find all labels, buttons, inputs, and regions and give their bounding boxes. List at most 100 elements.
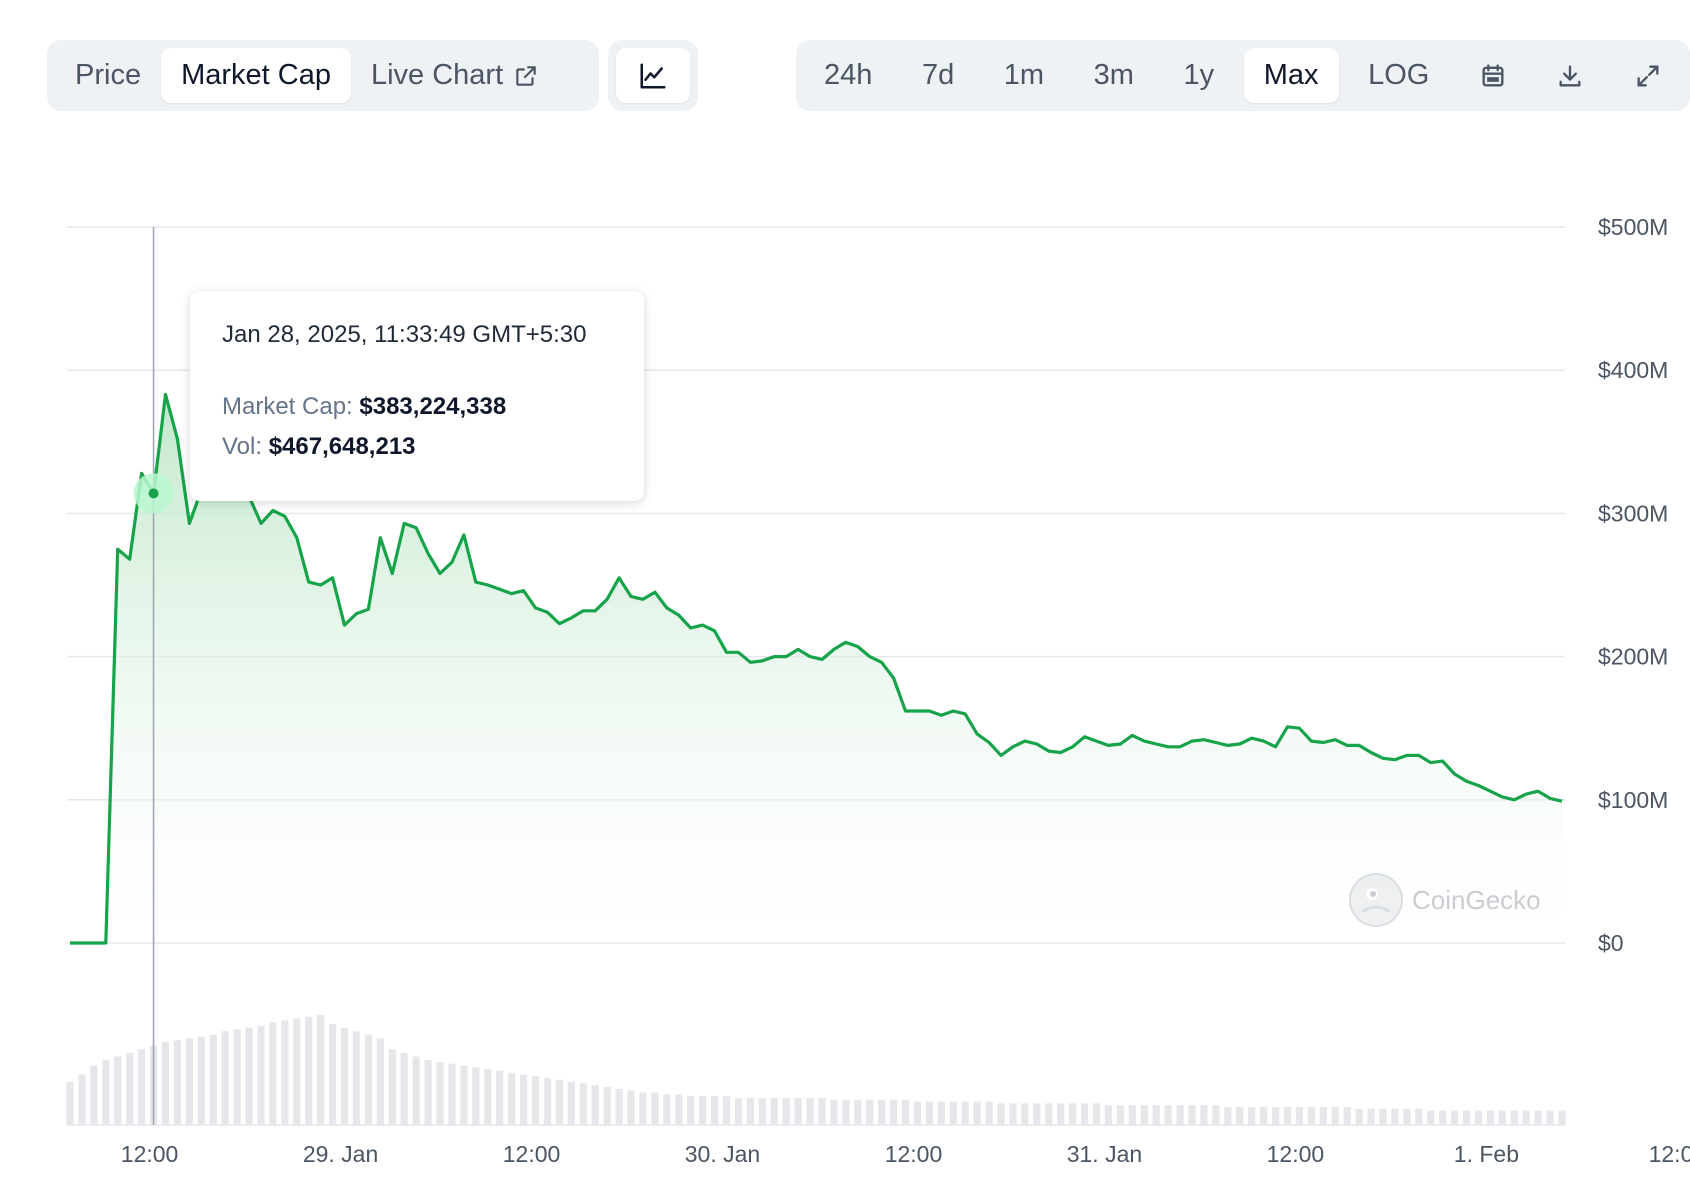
tab-price[interactable]: Price — [55, 48, 161, 103]
volume-bar — [257, 1025, 265, 1125]
volume-bar — [1176, 1105, 1184, 1125]
tab-live-chart[interactable]: Live Chart — [351, 48, 559, 103]
range-max[interactable]: Max — [1243, 48, 1339, 103]
volume-bar — [830, 1099, 838, 1125]
area-fill — [70, 392, 1563, 945]
volume-bar — [173, 1040, 181, 1125]
range-24h[interactable]: 24h — [804, 48, 892, 103]
volume-bar — [925, 1101, 933, 1125]
volume-bar — [305, 1016, 313, 1125]
volume-bar — [460, 1065, 468, 1125]
volume-bar — [1534, 1110, 1542, 1125]
volume-bar — [913, 1101, 922, 1125]
volume-bar — [806, 1098, 814, 1125]
volume-bar — [997, 1103, 1005, 1125]
volume-bar — [90, 1065, 98, 1125]
volume-bar — [1128, 1105, 1136, 1125]
range-7d-label: 7d — [921, 59, 955, 91]
x-tick-label: 29. Jan — [303, 1141, 378, 1167]
volume-bar — [985, 1101, 993, 1125]
tab-market-cap-label: Market Cap — [181, 59, 331, 91]
volume-bar — [400, 1052, 408, 1125]
volume-bar — [1069, 1103, 1077, 1125]
x-tick-label: 12:00 — [885, 1141, 943, 1167]
volume-bar — [1462, 1110, 1471, 1125]
volume-bar — [746, 1098, 754, 1125]
volume-bar — [484, 1069, 492, 1125]
log-scale-toggle[interactable]: LOG — [1348, 48, 1449, 103]
volume-bar — [78, 1074, 86, 1125]
volume-bar — [711, 1096, 719, 1125]
volume-bar — [866, 1099, 874, 1125]
watermark-text: CoinGecko — [1412, 884, 1541, 915]
y-tick-label: $0 — [1598, 930, 1624, 956]
y-tick-label: $200M — [1598, 644, 1668, 670]
range-1m[interactable]: 1m — [984, 48, 1064, 103]
volume-bar — [340, 1027, 349, 1125]
x-tick-label: 12:00 — [1649, 1141, 1690, 1167]
volume-bar — [376, 1038, 384, 1125]
y-axis-labels: $0 $100M $200M $300M $400M $500M — [1598, 214, 1668, 956]
download-button[interactable] — [1536, 48, 1604, 103]
tooltip-volume-value: $467,648,213 — [268, 433, 416, 460]
hover-marker-point — [148, 488, 159, 499]
volume-bar — [1546, 1110, 1554, 1125]
volume-bar — [1116, 1105, 1124, 1125]
volume-bar — [138, 1049, 146, 1125]
tooltip-volume-label: Vol: — [222, 433, 263, 460]
volume-bar — [1081, 1103, 1089, 1125]
x-tick-label: 31. Jan — [1067, 1141, 1142, 1167]
volume-bar — [1140, 1105, 1148, 1125]
range-3m[interactable]: 3m — [1074, 48, 1154, 103]
volume-bar — [233, 1029, 241, 1125]
volume-bar — [1355, 1108, 1363, 1125]
volume-bar — [842, 1099, 850, 1125]
tooltip-market-cap-row: Market Cap: $383,224,338 — [222, 393, 612, 421]
volume-bar — [901, 1099, 910, 1125]
volume-bar — [1439, 1110, 1447, 1125]
volume-bar — [1188, 1105, 1196, 1125]
tooltip-date: Jan 28, 2025, 11:33:49 GMT+5:30 — [222, 321, 587, 348]
volume-bar — [364, 1034, 372, 1125]
volume-bar — [603, 1087, 611, 1125]
volume-bar — [615, 1088, 623, 1125]
volume-bar — [1403, 1108, 1411, 1125]
volume-bar — [1331, 1107, 1339, 1125]
volume-bar — [1451, 1110, 1459, 1125]
volume-bar — [1379, 1108, 1387, 1125]
volume-bar — [1009, 1103, 1017, 1125]
range-1y[interactable]: 1y — [1164, 48, 1235, 103]
x-tick-label: 12:00 — [1267, 1141, 1325, 1167]
coingecko-watermark: CoinGecko — [1348, 872, 1541, 928]
crosshair — [133, 227, 174, 1125]
volume-bar — [1498, 1110, 1506, 1125]
fullscreen-button[interactable] — [1614, 48, 1682, 103]
line-chart-button[interactable] — [616, 48, 690, 103]
volume-bar — [66, 1081, 74, 1125]
tab-market-cap[interactable]: Market Cap — [161, 48, 351, 103]
volume-bar — [1200, 1105, 1208, 1125]
volume-bar — [388, 1049, 396, 1125]
volume-bar — [1283, 1107, 1292, 1125]
tab-live-chart-label: Live Chart — [370, 59, 504, 91]
volume-bar — [1295, 1107, 1303, 1125]
volume-bar — [1474, 1110, 1483, 1125]
volume-bar — [1427, 1110, 1435, 1125]
volume-bar — [949, 1101, 957, 1125]
volume-bar — [448, 1063, 456, 1125]
volume-bar — [1224, 1107, 1232, 1125]
range-7d[interactable]: 7d — [902, 48, 974, 103]
volume-bar — [639, 1092, 647, 1125]
volume-bar — [1248, 1107, 1256, 1125]
volume-bar — [734, 1098, 742, 1125]
time-range-group: 24h 7d 1m 3m 1y Max LOG — [796, 40, 1690, 111]
volume-bar — [1522, 1110, 1530, 1125]
volume-bar — [1367, 1108, 1375, 1125]
volume-bar — [1558, 1110, 1566, 1125]
date-range-button[interactable] — [1459, 48, 1527, 103]
volume-bar — [329, 1024, 337, 1125]
volume-bar — [1104, 1105, 1113, 1125]
volume-bar — [531, 1076, 540, 1125]
y-tick-label: $500M — [1598, 214, 1668, 240]
